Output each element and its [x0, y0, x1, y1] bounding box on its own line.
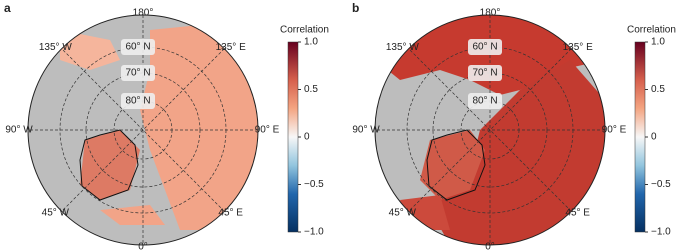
- colorbar-tick-label: 1.0: [651, 37, 665, 48]
- latitude-label: 70° N: [472, 68, 497, 79]
- longitude-label: 90° W: [352, 125, 380, 136]
- panel-label: a: [4, 1, 11, 15]
- longitude-label: 45° E: [565, 207, 590, 218]
- longitude-label: 180°: [133, 8, 154, 19]
- latitude-label-box: [121, 39, 155, 55]
- longitude-label: 135° W: [386, 42, 419, 53]
- longitude-label: 135° W: [39, 42, 72, 53]
- longitude-label: 0°: [138, 242, 148, 250]
- map-border: [27, 14, 259, 246]
- latitude-label: 80° N: [125, 96, 150, 107]
- coastline: [426, 129, 486, 201]
- latitude-label: 60° N: [125, 42, 150, 53]
- colorbar-tick-label: 0.5: [304, 84, 318, 95]
- panel-label: b: [352, 1, 359, 15]
- colorbar-title: Correlation: [627, 25, 676, 36]
- latitude-label: 70° N: [125, 68, 150, 79]
- latitude-label-box: [121, 65, 155, 81]
- latitude-label-box: [121, 93, 155, 109]
- latitude-label-box: [468, 93, 502, 109]
- longitude-label: 90° E: [255, 125, 280, 136]
- colorbar-tick-label: −1.0: [304, 227, 324, 238]
- colorbar-tick-label: 0: [651, 132, 657, 143]
- colorbar-tick-label: 0.5: [651, 84, 665, 95]
- colorbar-tick-label: −1.0: [651, 227, 671, 238]
- longitude-label: 135° E: [563, 42, 593, 53]
- graticule: [61, 48, 225, 212]
- colorbar: [634, 41, 646, 233]
- latitude-label-box: [468, 65, 502, 81]
- latitude-label: 80° N: [472, 96, 497, 107]
- latitude-label: 60° N: [472, 42, 497, 53]
- colorbar-tick-label: 0: [304, 132, 310, 143]
- colorbar-tick-label: −0.5: [651, 179, 671, 190]
- longitude-label: 45° W: [42, 207, 70, 218]
- longitude-label: 45° W: [389, 207, 417, 218]
- longitude-label: 90° E: [602, 125, 627, 136]
- colorbar-title: Correlation: [280, 25, 329, 36]
- coastline: [79, 129, 139, 201]
- longitude-label: 45° E: [218, 207, 243, 218]
- colorbar-tick-label: 1.0: [304, 37, 318, 48]
- graticule: [408, 48, 572, 212]
- map-border: [374, 14, 606, 246]
- longitude-label: 180°: [480, 8, 501, 19]
- longitude-label: 135° E: [216, 42, 246, 53]
- longitude-label: 0°: [485, 242, 495, 250]
- latitude-label-box: [468, 39, 502, 55]
- colorbar-tick-label: −0.5: [304, 179, 324, 190]
- colorbar: [287, 41, 299, 233]
- longitude-label: 90° W: [5, 125, 33, 136]
